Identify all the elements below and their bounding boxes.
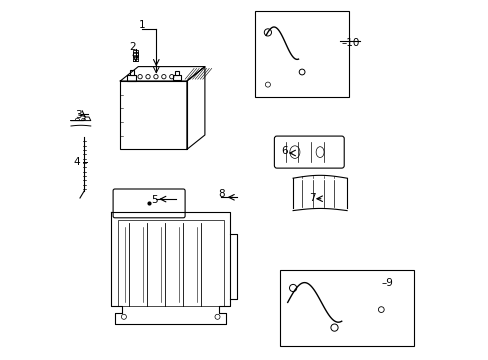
Bar xyxy=(118,220,223,306)
Text: 1: 1 xyxy=(138,20,145,30)
Text: 8: 8 xyxy=(217,189,224,199)
Bar xyxy=(175,71,179,75)
Text: 6: 6 xyxy=(280,146,287,156)
Text: –9: –9 xyxy=(381,278,392,288)
Bar xyxy=(255,11,348,97)
Bar xyxy=(133,52,138,56)
Text: 4: 4 xyxy=(74,157,80,167)
Text: 5: 5 xyxy=(151,195,158,205)
Bar xyxy=(280,270,413,346)
Text: –10: –10 xyxy=(341,38,359,48)
Bar xyxy=(120,81,186,149)
Text: 7: 7 xyxy=(309,193,316,203)
Text: 2: 2 xyxy=(129,42,136,52)
Bar xyxy=(130,70,134,75)
Bar xyxy=(127,75,136,81)
Bar xyxy=(173,75,181,80)
Text: 3: 3 xyxy=(76,110,82,120)
